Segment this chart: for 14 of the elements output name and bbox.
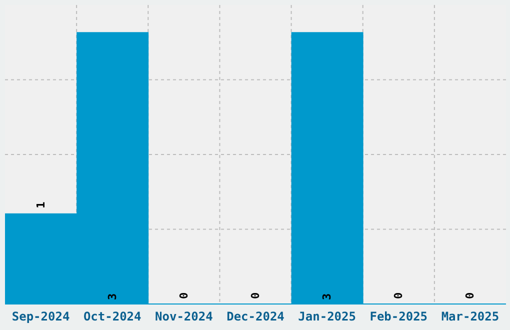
data-label: 0 (249, 292, 262, 299)
x-tick-label: Oct-2024 (83, 310, 142, 324)
x-tick-label: Nov-2024 (155, 310, 213, 324)
x-tick-label: Feb-2025 (370, 310, 428, 324)
x-tick-label: Dec-2024 (226, 310, 284, 324)
data-label: 1 (34, 201, 48, 208)
data-label: 0 (177, 292, 190, 299)
data-label: 0 (464, 292, 477, 299)
data-label: 3 (320, 293, 334, 300)
x-tick-label: Jan-2025 (298, 310, 356, 324)
x-tick-label: Mar-2025 (441, 310, 500, 324)
data-label: 3 (106, 293, 119, 300)
data-label: 0 (392, 292, 406, 299)
x-tick-label: Sep-2024 (12, 310, 70, 324)
